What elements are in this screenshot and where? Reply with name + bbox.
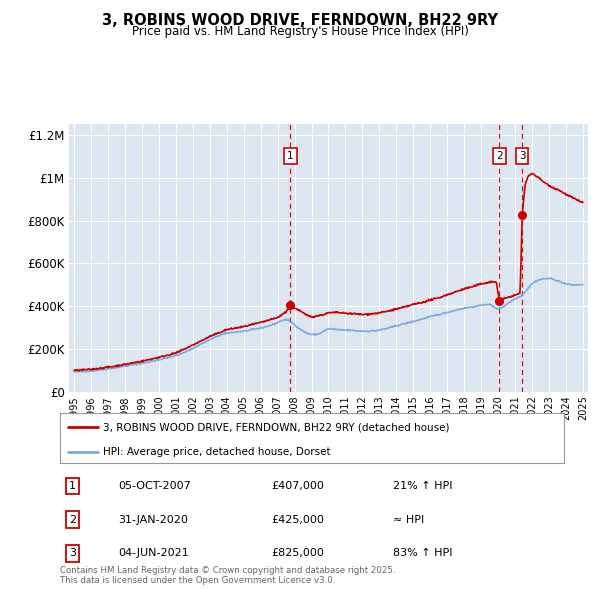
- Text: 05-OCT-2007: 05-OCT-2007: [118, 481, 191, 491]
- Text: 1: 1: [287, 151, 293, 161]
- Text: 2: 2: [69, 515, 76, 525]
- Text: 1: 1: [69, 481, 76, 491]
- Text: 83% ↑ HPI: 83% ↑ HPI: [392, 549, 452, 558]
- Text: 2: 2: [496, 151, 503, 161]
- Text: 3: 3: [69, 549, 76, 558]
- Text: 3, ROBINS WOOD DRIVE, FERNDOWN, BH22 9RY: 3, ROBINS WOOD DRIVE, FERNDOWN, BH22 9RY: [102, 13, 498, 28]
- Text: 3: 3: [519, 151, 526, 161]
- Text: £407,000: £407,000: [272, 481, 325, 491]
- Text: £825,000: £825,000: [272, 549, 325, 558]
- Text: 21% ↑ HPI: 21% ↑ HPI: [392, 481, 452, 491]
- Text: 31-JAN-2020: 31-JAN-2020: [118, 515, 188, 525]
- Text: ≈ HPI: ≈ HPI: [392, 515, 424, 525]
- Text: 3, ROBINS WOOD DRIVE, FERNDOWN, BH22 9RY (detached house): 3, ROBINS WOOD DRIVE, FERNDOWN, BH22 9RY…: [103, 422, 449, 432]
- Text: £425,000: £425,000: [272, 515, 325, 525]
- Text: 04-JUN-2021: 04-JUN-2021: [118, 549, 189, 558]
- Text: Contains HM Land Registry data © Crown copyright and database right 2025.
This d: Contains HM Land Registry data © Crown c…: [60, 566, 395, 585]
- Text: Price paid vs. HM Land Registry's House Price Index (HPI): Price paid vs. HM Land Registry's House …: [131, 25, 469, 38]
- Text: HPI: Average price, detached house, Dorset: HPI: Average price, detached house, Dors…: [103, 447, 331, 457]
